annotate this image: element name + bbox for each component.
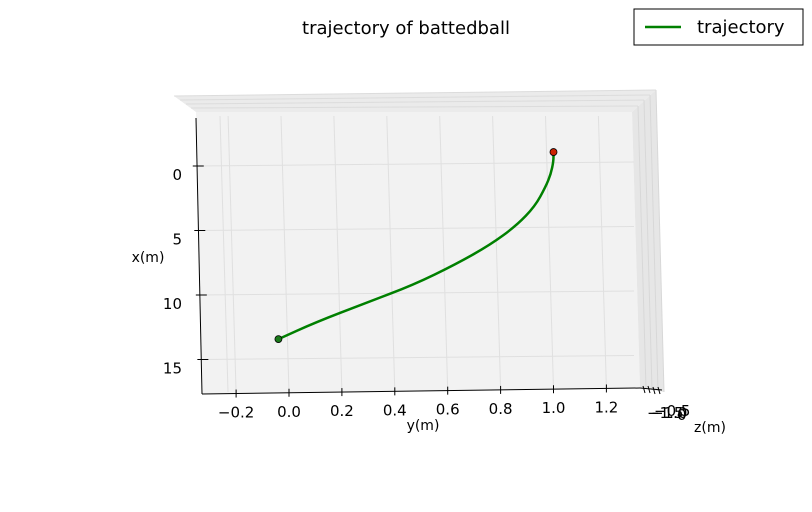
grid-line-horizontal: [196, 161, 635, 167]
x-tick-label: 0.2: [330, 402, 354, 420]
legend: trajectory: [633, 8, 804, 46]
x-axis-label: y(m): [407, 418, 440, 434]
x-axis-ticks: −0.2 0.0 0.2 0.4 0.6 0.8 1.0 1.2: [218, 384, 618, 422]
trajectory-line: [277, 150, 555, 341]
start-marker: [549, 148, 558, 156]
end-marker: [274, 335, 283, 344]
grid-line-horizontal: [198, 226, 635, 231]
x-tick-label: 1.2: [594, 398, 618, 416]
x-tick-label: −0.2: [218, 404, 254, 422]
z-tick-label: −1.0: [651, 404, 687, 422]
y-axis-line: [195, 117, 203, 395]
grid-line-vertical: [280, 115, 290, 393]
grid-line-horizontal: [199, 290, 635, 296]
x-tick-label: 0.0: [277, 403, 301, 421]
grid-line-vertical: [219, 115, 229, 393]
z-tick-label: 0: [677, 406, 687, 424]
y-axis-ticks: 0 5 10 15: [163, 165, 209, 378]
grid-line-vertical: [545, 115, 554, 390]
z-tick-label: −0.5: [654, 402, 690, 420]
chart-title: trajectory of battedball: [302, 18, 510, 39]
x-axis-line: [201, 387, 641, 395]
legend-label: trajectory: [697, 17, 785, 38]
x-tick-label: 0.4: [383, 401, 407, 419]
grid-line-vertical: [227, 115, 237, 394]
z-tick-label: −1.5: [647, 404, 683, 422]
x-tick-label: 0.8: [489, 400, 513, 418]
grid-line-vertical: [386, 115, 396, 392]
grid-line-vertical: [492, 115, 502, 390]
grid-lines: [196, 115, 635, 394]
y-tick-label: 0: [172, 166, 182, 184]
x-tick-label: 0.6: [436, 401, 460, 419]
pane-right-edges: [637, 89, 665, 393]
y-tick-label: 10: [163, 295, 182, 313]
z-axis-ticks: [642, 385, 661, 395]
z-axis-label: z(m): [694, 420, 726, 436]
grid-line-vertical: [597, 115, 607, 389]
pane-top-edges: [173, 89, 657, 109]
x-tick-label: 1.0: [542, 399, 566, 417]
grid-line-vertical: [333, 115, 343, 393]
y-tick-label: 15: [163, 360, 182, 378]
pane-back: [196, 112, 640, 394]
grid-line-vertical: [439, 115, 449, 391]
grid-line-horizontal: [201, 355, 635, 360]
y-tick-label: 5: [172, 231, 182, 249]
y-axis-label: x(m): [132, 250, 165, 266]
